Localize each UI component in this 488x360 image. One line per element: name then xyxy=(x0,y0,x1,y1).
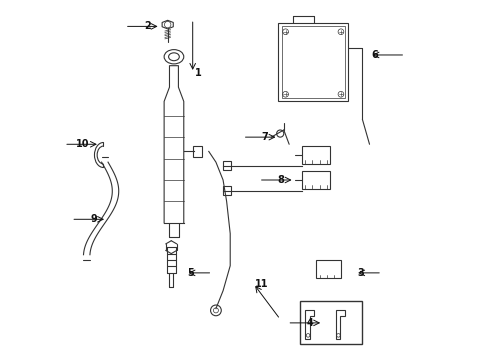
Bar xyxy=(278,23,347,102)
Text: 1: 1 xyxy=(194,68,201,78)
Bar xyxy=(192,146,201,157)
Text: 8: 8 xyxy=(277,175,284,185)
Text: 7: 7 xyxy=(261,132,268,142)
Bar xyxy=(301,146,329,164)
Text: 6: 6 xyxy=(370,50,377,60)
Bar xyxy=(282,26,344,98)
Text: 4: 4 xyxy=(305,318,312,328)
Text: 10: 10 xyxy=(76,139,90,149)
Text: 5: 5 xyxy=(187,268,194,278)
Bar xyxy=(223,186,230,195)
Bar xyxy=(315,260,340,278)
Bar xyxy=(301,171,329,189)
Text: 11: 11 xyxy=(255,279,268,289)
Text: 9: 9 xyxy=(90,214,97,224)
Text: 2: 2 xyxy=(143,21,150,31)
Bar xyxy=(223,161,230,170)
Bar xyxy=(299,301,362,344)
Text: 3: 3 xyxy=(356,268,363,278)
